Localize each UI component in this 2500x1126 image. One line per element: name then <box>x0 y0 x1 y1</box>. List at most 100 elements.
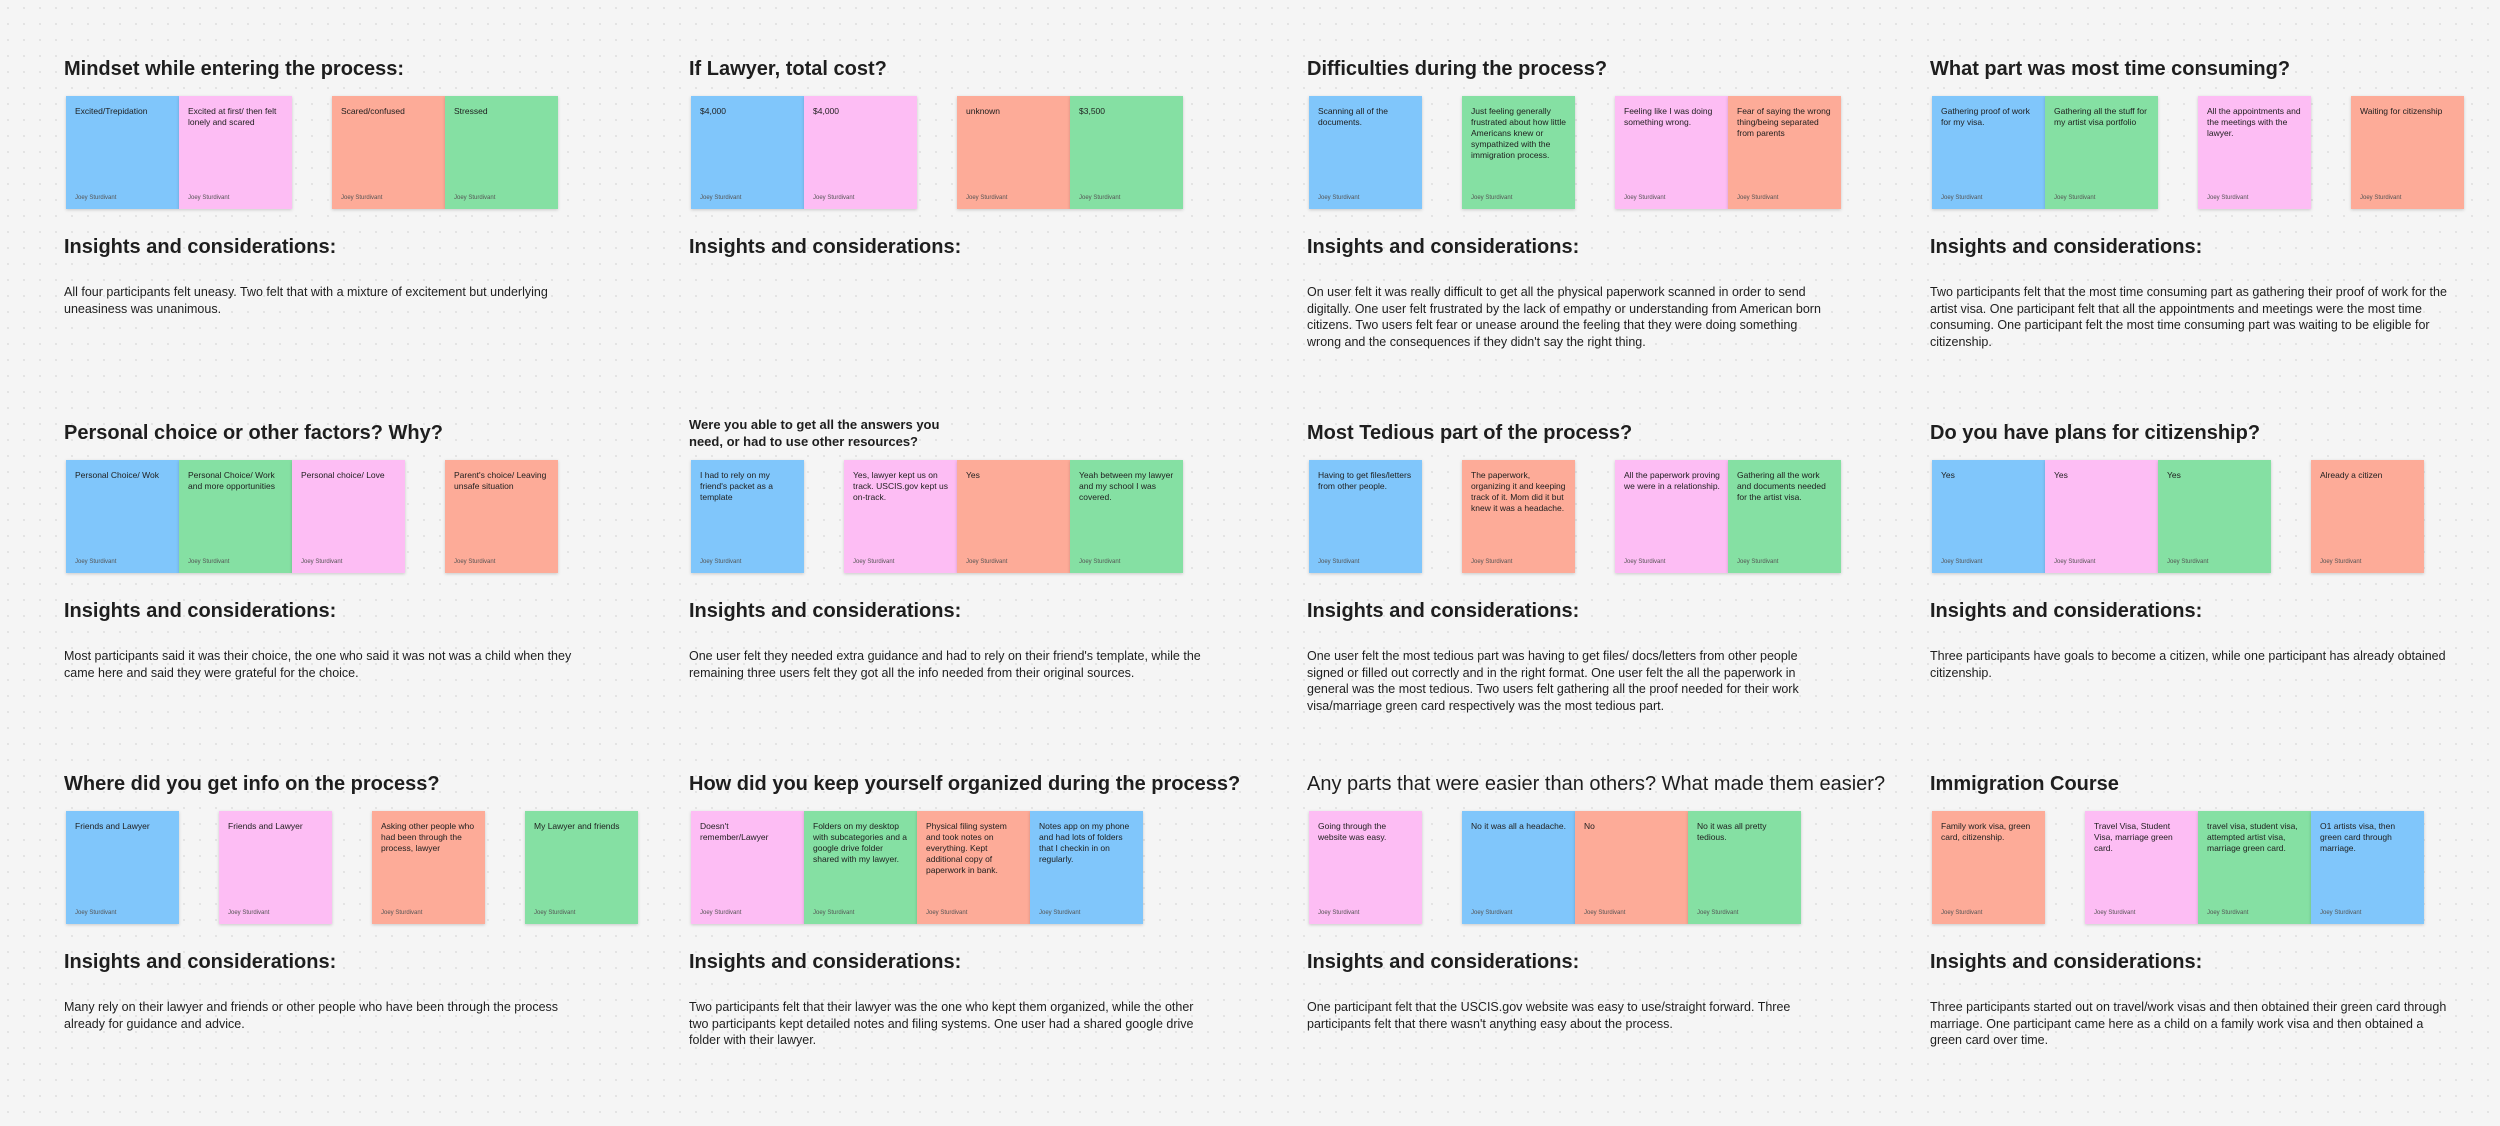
insights-text: Two participants felt that the most time… <box>1930 285 2447 349</box>
note-text: Parent's choice/ Leaving unsafe situatio… <box>454 470 547 491</box>
sticky-group: Travel Visa, Student Visa, marriage gree… <box>2085 811 2424 924</box>
sticky-note: travel visa, student visa, attempted art… <box>2198 811 2311 924</box>
note-author: Joey Sturdivant <box>1941 910 1983 916</box>
note-author: Joey Sturdivant <box>966 559 1008 565</box>
section-title: Personal choice or other factors? Why? <box>64 422 443 444</box>
note-text: Gathering all the stuff for my artist vi… <box>2054 106 2147 127</box>
sticky-note: Yes Joey Sturdivant <box>1932 460 2045 573</box>
section-title: Difficulties during the process? <box>1307 58 1608 80</box>
sticky-group: I had to rely on my friend's packet as a… <box>691 460 804 573</box>
note-author: Joey Sturdivant <box>2320 559 2362 565</box>
note-text: All the appointments and the meetings wi… <box>2207 106 2301 138</box>
sticky-notes: Doesn't remember/Lawyer Joey Sturdivant Fo… <box>691 811 1143 924</box>
sticky-group: Feeling like I was doing something wrong… <box>1615 96 1841 209</box>
section: Do you have plans for citizenship? Yes Joe… <box>1930 422 2500 762</box>
sticky-note: unknown Joey Sturdivant <box>957 96 1070 209</box>
note-text: Yes <box>966 470 980 480</box>
sticky-note: Personal choice/ Love Joey Sturdivant <box>292 460 405 573</box>
note-author: Joey Sturdivant <box>301 559 343 565</box>
sticky-group: $4,000 Joey Sturdivant $4,000 Joey Sturdiva… <box>691 96 917 209</box>
sticky-note: My Lawyer and friends Joey Sturdivant <box>525 811 638 924</box>
note-author: Joey Sturdivant <box>1584 910 1626 916</box>
note-text: Yes, lawyer kept us on track. USCIS.gov … <box>853 470 948 502</box>
note-text: Excited at first/ then felt lonely and s… <box>188 106 277 127</box>
sticky-group: Parent's choice/ Leaving unsafe situatio… <box>445 460 558 573</box>
insights-heading: Insights and considerations: <box>1307 236 1580 258</box>
section: Where did you get info on the process? Fr… <box>64 773 644 1113</box>
note-author: Joey Sturdivant <box>853 559 895 565</box>
note-text: Family work visa, green card, citizenshi… <box>1941 821 2031 842</box>
note-text: Yes <box>2054 470 2068 480</box>
sticky-note: Scanning all of the documents. Joey Sturd… <box>1309 96 1422 209</box>
sticky-note: $4,000 Joey Sturdivant <box>691 96 804 209</box>
note-author: Joey Sturdivant <box>1697 910 1739 916</box>
sticky-notes: Personal Choice/ Wok Joey Sturdivant Perso… <box>66 460 558 573</box>
sticky-note: No it was all a headache. Joey Sturdivant <box>1462 811 1575 924</box>
sticky-note: Feeling like I was doing something wrong… <box>1615 96 1728 209</box>
note-text: O1 artists visa, then green card through… <box>2320 821 2396 853</box>
section: Mindset while entering the process: Excit… <box>64 58 644 398</box>
note-author: Joey Sturdivant <box>2094 910 2136 916</box>
note-author: Joey Sturdivant <box>188 559 230 565</box>
section: Most Tedious part of the process? Having … <box>1307 422 1887 762</box>
insights-text: All four participants felt uneasy. Two f… <box>64 285 548 316</box>
note-text: Personal Choice/ Wok <box>75 470 159 480</box>
note-text: I had to rely on my friend's packet as a… <box>700 470 773 502</box>
section: If Lawyer, total cost? $4,000 Joey Sturdiv… <box>689 58 1269 398</box>
sticky-group: All the paperwork proving we were in a r… <box>1615 460 1841 573</box>
section: Personal choice or other factors? Why? Pe… <box>64 422 644 762</box>
note-text: Fear of saying the wrong thing/being sep… <box>1737 106 1831 138</box>
note-text: Notes app on my phone and had lots of fo… <box>1039 821 1130 864</box>
sticky-notes: $4,000 Joey Sturdivant $4,000 Joey Sturdiva… <box>691 96 1183 209</box>
sticky-group: Scared/confused Joey Sturdivant Stressed Jo… <box>332 96 558 209</box>
sticky-note: Personal Choice/ Work and more opportuni… <box>179 460 292 573</box>
note-author: Joey Sturdivant <box>1941 559 1983 565</box>
note-author: Joey Sturdivant <box>381 910 423 916</box>
note-text: Friends and Lawyer <box>75 821 150 831</box>
note-text: unknown <box>966 106 1001 116</box>
note-text: Going through the website was easy. <box>1318 821 1387 842</box>
note-author: Joey Sturdivant <box>454 195 496 201</box>
note-author: Joey Sturdivant <box>1471 910 1513 916</box>
sticky-note: Waiting for citizenship Joey Sturdivant <box>2351 96 2464 209</box>
note-text: Just feeling generally frustrated about … <box>1471 106 1566 160</box>
note-author: Joey Sturdivant <box>1318 195 1360 201</box>
note-text: travel visa, student visa, attempted art… <box>2207 821 2298 853</box>
note-author: Joey Sturdivant <box>75 559 117 565</box>
insights-text: Three participants have goals to become … <box>1930 649 2446 680</box>
insights-heading: Insights and considerations: <box>1930 600 2203 622</box>
section-title: Most Tedious part of the process? <box>1307 422 1633 444</box>
sticky-note: Parent's choice/ Leaving unsafe situatio… <box>445 460 558 573</box>
section-title: Mindset while entering the process: <box>64 58 405 80</box>
sticky-note: No it was all pretty tedious. Joey Sturdi… <box>1688 811 1801 924</box>
note-author: Joey Sturdivant <box>1471 195 1513 201</box>
note-author: Joey Sturdivant <box>1624 559 1666 565</box>
sticky-note: Folders on my desktop with subcategories… <box>804 811 917 924</box>
sticky-note: Yes, lawyer kept us on track. USCIS.gov … <box>844 460 957 573</box>
sticky-group: My Lawyer and friends Joey Sturdivant <box>525 811 638 924</box>
section-title: What part was most time consuming? <box>1930 58 2291 80</box>
sticky-note: Physical filing system and took notes on… <box>917 811 1030 924</box>
sticky-note: Just feeling generally frustrated about … <box>1462 96 1575 209</box>
sticky-note: Excited at first/ then felt lonely and s… <box>179 96 292 209</box>
insights-text: On user felt it was really difficult to … <box>1307 285 1821 349</box>
sticky-note: Travel Visa, Student Visa, marriage gree… <box>2085 811 2198 924</box>
sticky-note: $3,500 Joey Sturdivant <box>1070 96 1183 209</box>
sticky-group: Scanning all of the documents. Joey Sturd… <box>1309 96 1422 209</box>
sticky-group: Just feeling generally frustrated about … <box>1462 96 1575 209</box>
sticky-note: Notes app on my phone and had lots of fo… <box>1030 811 1143 924</box>
note-author: Joey Sturdivant <box>228 910 270 916</box>
sticky-note: Gathering all the work and documents nee… <box>1728 460 1841 573</box>
insights-heading: Insights and considerations: <box>1307 951 1580 973</box>
section: Were you able to get all the answers you… <box>689 417 1269 762</box>
note-text: $4,000 <box>700 106 726 116</box>
section: Any parts that were easier than others? … <box>1307 773 1887 1113</box>
sticky-note: Yes Joey Sturdivant <box>957 460 1070 573</box>
sticky-notes: Excited/Trepidation Joey Sturdivant Excite… <box>66 96 558 209</box>
note-text: Having to get files/letters from other p… <box>1318 470 1412 491</box>
sticky-note: Fear of saying the wrong thing/being sep… <box>1728 96 1841 209</box>
note-text: $3,500 <box>1079 106 1105 116</box>
sticky-group: No it was all a headache. Joey Sturdivant… <box>1462 811 1801 924</box>
note-author: Joey Sturdivant <box>341 195 383 201</box>
insights-heading: Insights and considerations: <box>689 600 962 622</box>
